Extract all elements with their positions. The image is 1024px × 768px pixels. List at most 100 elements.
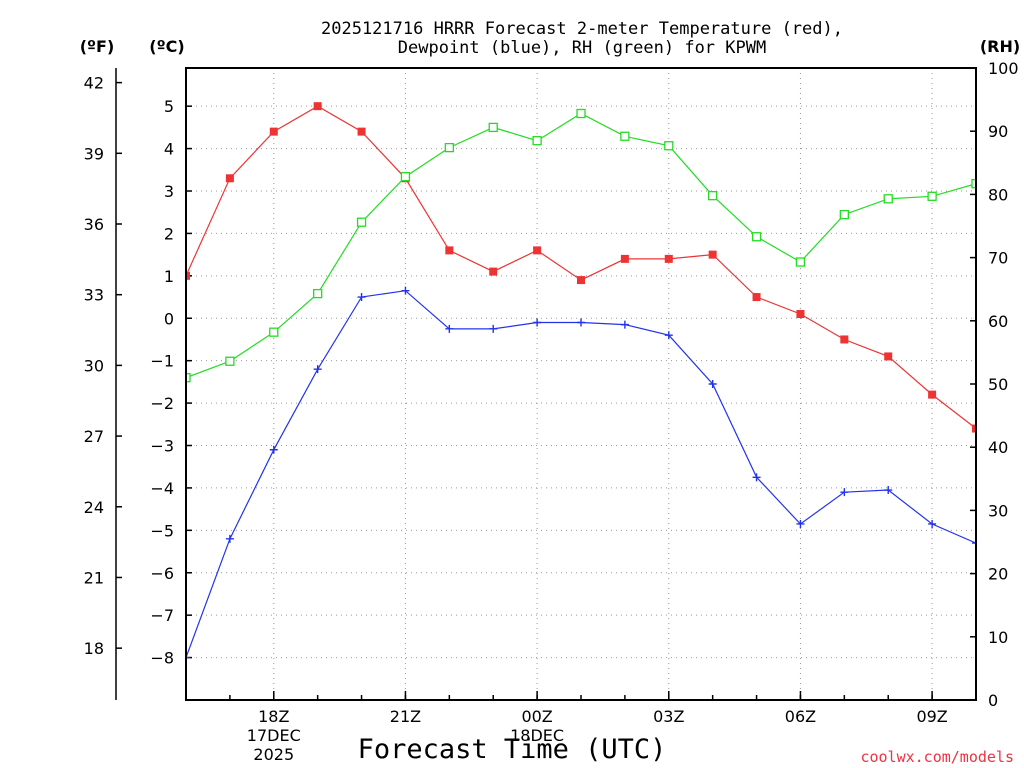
temperature-point-9 xyxy=(577,276,585,285)
rh-tick-label-7: 70 xyxy=(988,249,1008,268)
plot-frame xyxy=(185,67,977,701)
temperature-point-2 xyxy=(269,127,278,136)
rh-point-15 xyxy=(839,209,849,220)
celsius-unit-label: (ºC) xyxy=(149,37,184,56)
dewpoint-point-4 xyxy=(357,293,366,302)
chart-title: 2025121716 HRRR Forecast 2-meter Tempera… xyxy=(321,19,843,58)
rh-point-0 xyxy=(186,373,191,383)
rh-point-18 xyxy=(971,179,976,189)
f-tick-label-6: 36 xyxy=(84,215,104,234)
dewpoint-point-5 xyxy=(401,286,410,295)
temperature-point-4 xyxy=(357,127,366,136)
rh-point-1 xyxy=(225,356,235,366)
rh-series xyxy=(186,108,976,383)
dewpoint-point-7 xyxy=(489,324,498,333)
dewpoint-point-3 xyxy=(313,365,322,374)
rh-point-12 xyxy=(708,191,718,201)
rh-tick-label-9: 90 xyxy=(988,122,1008,141)
celsius-axis: −8 −7 −6 −5 −4 −3 −2 −1 0 1 2 3 4 5 xyxy=(150,97,192,668)
f-tick-label-2: 24 xyxy=(84,498,104,517)
x-tick-label-0: 18Z xyxy=(258,707,289,726)
f-tick-label-3: 27 xyxy=(84,427,104,446)
temperature-point-6 xyxy=(445,246,454,255)
temperature-point-1 xyxy=(225,174,234,183)
rh-tick-label-1: 10 xyxy=(988,628,1008,647)
temperature-series xyxy=(186,102,976,433)
f-tick-label-0: 18 xyxy=(84,639,104,658)
dewpoint-point-1 xyxy=(225,534,234,543)
rh-tick-label-3: 30 xyxy=(988,501,1008,520)
f-tick-label-1: 21 xyxy=(84,568,104,587)
c-tick-label-7: −1 xyxy=(150,352,174,371)
rh-point-14 xyxy=(795,257,806,267)
c-tick-label-10: 2 xyxy=(164,224,174,243)
temperature-point-10 xyxy=(620,254,629,263)
dewpoint-series xyxy=(186,286,976,662)
temperature-point-15 xyxy=(840,335,849,344)
c-tick-label-0: −8 xyxy=(150,649,174,668)
c-tick-label-13: 5 xyxy=(164,97,174,116)
x-axis-title: Forecast Time (UTC) xyxy=(358,734,667,765)
rh-tick-label-6: 60 xyxy=(988,312,1008,331)
dewpoint-point-15 xyxy=(840,488,849,497)
temperature-point-18 xyxy=(972,424,976,433)
c-tick-label-4: −4 xyxy=(150,479,174,498)
rh-point-7 xyxy=(488,122,498,133)
rh-line xyxy=(186,112,976,379)
dewpoint-point-13 xyxy=(752,473,761,482)
fahrenheit-unit-label: (ºF) xyxy=(80,37,115,56)
rh-point-4 xyxy=(356,217,367,227)
dewpoint-point-11 xyxy=(664,331,673,340)
temperature-point-13 xyxy=(752,293,761,302)
dewpoint-point-10 xyxy=(620,320,629,329)
watermark: coolwx.com/models xyxy=(860,748,1014,766)
rh-tick-label-4: 40 xyxy=(988,438,1008,457)
temperature-point-16 xyxy=(884,352,893,361)
f-tick-label-7: 39 xyxy=(84,144,104,163)
rh-point-13 xyxy=(751,232,762,242)
c-tick-label-1: −7 xyxy=(150,606,174,625)
dewpoint-point-2 xyxy=(269,445,278,454)
rh-point-2 xyxy=(269,327,279,337)
rh-point-17 xyxy=(927,191,937,201)
f-tick-label-4: 30 xyxy=(84,356,104,375)
temperature-point-14 xyxy=(796,310,805,319)
rh-point-10 xyxy=(620,131,630,141)
temperature-point-0 xyxy=(186,271,190,280)
rh-axis: 0 10 20 30 40 50 60 70 80 90 100 xyxy=(970,59,1019,710)
dewpoint-point-17 xyxy=(928,519,937,528)
dewpoint-point-12 xyxy=(708,380,717,388)
dewpoint-point-0 xyxy=(186,653,190,662)
dewpoint-point-8 xyxy=(533,318,542,327)
x-tick-label-1: 21Z xyxy=(390,707,421,726)
rh-tick-label-8: 80 xyxy=(988,185,1008,204)
rh-tick-label-5: 50 xyxy=(988,375,1008,394)
dewpoint-point-9 xyxy=(577,318,585,327)
chart-title-line1: 2025121716 HRRR Forecast 2-meter Tempera… xyxy=(321,19,843,39)
rh-point-16 xyxy=(883,194,893,204)
rh-tick-label-2: 20 xyxy=(988,565,1008,584)
x-tick-label-2: 00Z xyxy=(521,707,552,726)
x-tick-label-4: 06Z xyxy=(785,707,816,726)
dewpoint-line xyxy=(186,290,976,658)
temperature-line xyxy=(186,105,976,429)
c-tick-label-3: −5 xyxy=(150,521,174,540)
c-tick-label-11: 3 xyxy=(164,182,174,201)
c-tick-label-5: −3 xyxy=(150,437,174,456)
rh-tick-label-10: 100 xyxy=(988,59,1019,78)
rh-unit-label: (RH) xyxy=(980,37,1020,56)
gridlines xyxy=(186,68,976,700)
x-tick-label-3: 03Z xyxy=(653,707,684,726)
rh-point-8 xyxy=(532,136,542,146)
rh-point-5 xyxy=(400,172,411,182)
series-layer xyxy=(186,102,976,662)
rh-point-9 xyxy=(576,108,586,119)
f-tick-label-8: 42 xyxy=(84,74,104,93)
temperature-point-3 xyxy=(313,102,322,111)
dewpoint-point-18 xyxy=(972,539,976,548)
x-tick-label-5: 09Z xyxy=(916,707,947,726)
rh-point-6 xyxy=(444,142,454,153)
c-tick-label-12: 4 xyxy=(164,140,174,159)
